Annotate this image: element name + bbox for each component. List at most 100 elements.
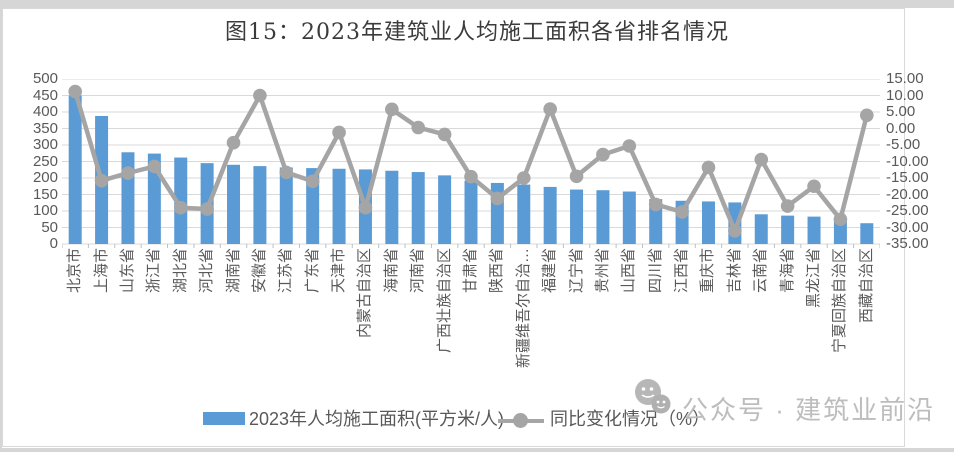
line-marker-浙江省 <box>147 159 162 174</box>
bar-青海省 <box>781 215 795 244</box>
x-axis-label-上海市: 上海市 <box>92 248 110 294</box>
bar-西藏自治区 <box>860 223 874 244</box>
x-axis-label-广西壮族自治区: 广西壮族自治区 <box>435 248 453 354</box>
bar-河南省 <box>411 172 425 244</box>
x-axis-label-河北省: 河北省 <box>198 248 216 294</box>
line-marker-甘肃省 <box>464 169 478 184</box>
x-axis-label-辽宁省: 辽宁省 <box>567 248 585 294</box>
line-marker-辽宁省 <box>569 169 584 184</box>
bar-湖北省 <box>174 157 188 244</box>
left-axis-tick-50: 50 <box>41 218 58 236</box>
left-axis-tick-300: 300 <box>32 136 58 153</box>
line-marker-四川省 <box>648 197 663 212</box>
x-axis-label-山东省: 山东省 <box>118 248 136 294</box>
x-axis-label-安徽省: 安徽省 <box>250 248 268 294</box>
left-axis-tick-400: 400 <box>32 103 58 120</box>
right-axis-tick--5.00: -5.00 <box>886 136 921 153</box>
line-marker-陕西省 <box>490 191 505 206</box>
right-axis-tick--20.00: -20.00 <box>886 185 929 203</box>
line-marker-山东省 <box>121 166 135 180</box>
x-axis-label-广东省: 广东省 <box>303 248 321 294</box>
left-axis-tick-100: 100 <box>32 202 58 219</box>
x-axis-label-北京市: 北京市 <box>66 248 84 294</box>
legend-label-bar: 2023年人均施工面积(平方米/人) <box>249 409 505 429</box>
x-axis-label-河南省: 河南省 <box>409 248 427 294</box>
x-axis-label-江苏省: 江苏省 <box>277 248 295 294</box>
x-axis-label-内蒙古自治区: 内蒙古自治区 <box>356 248 374 339</box>
line-marker-河南省 <box>411 120 426 135</box>
bar-山东省 <box>121 152 135 244</box>
line-marker-西藏自治区 <box>860 108 874 123</box>
line-marker-安徽省 <box>253 88 267 103</box>
page-top-strip <box>0 0 954 8</box>
line-marker-广西壮族自治区 <box>437 127 452 142</box>
line-marker-江苏省 <box>279 165 294 180</box>
x-axis-label-宁夏回族自治区: 宁夏回族自治区 <box>831 248 849 354</box>
right-axis-tick--10.00: -10.00 <box>886 152 929 170</box>
bar-海南省 <box>385 170 399 244</box>
bar-辽宁省 <box>570 189 584 244</box>
x-axis-label-江西省: 江西省 <box>673 248 691 294</box>
left-axis-tick-200: 200 <box>32 169 58 186</box>
bar-云南省 <box>754 214 768 244</box>
x-axis-label-西藏自治区: 西藏自治区 <box>857 248 875 324</box>
right-axis-tick-5.00: 5.00 <box>886 103 916 120</box>
x-axis-label-四川省: 四川省 <box>646 248 664 294</box>
page-bottom-strip <box>0 448 954 452</box>
bar-甘肃省 <box>464 180 478 244</box>
line-marker-新疆维吾尔自治… <box>516 171 531 185</box>
line-marker-黑龙江省 <box>807 179 821 194</box>
plot-area <box>62 79 880 248</box>
left-axis-tick-250: 250 <box>32 152 58 170</box>
x-axis-label-重庆市: 重庆市 <box>699 248 717 294</box>
x-axis-label-陕西省: 陕西省 <box>488 248 506 294</box>
line-marker-天津市 <box>332 125 346 140</box>
page-left-strip <box>0 8 2 448</box>
x-axis-label-天津市: 天津市 <box>330 248 348 294</box>
bar-湖南省 <box>227 164 241 244</box>
line-marker-江西省 <box>675 205 689 219</box>
x-axis-label-贵州省: 贵州省 <box>593 248 611 294</box>
chart-title: 图15：2023年建筑业人均施工面积各省排名情况 <box>225 20 729 45</box>
legend-bar-swatch <box>203 412 245 425</box>
legend-line-marker <box>513 413 528 428</box>
bar-安徽省 <box>253 166 267 244</box>
line-marker-云南省 <box>754 152 769 167</box>
line-marker-海南省 <box>385 102 399 117</box>
bar-重庆市 <box>701 201 715 244</box>
line-marker-青海省 <box>780 199 795 213</box>
right-axis-tick-10.00: 10.00 <box>886 86 924 104</box>
right-axis-tick--35.00: -35.00 <box>886 235 929 252</box>
line-marker-河北省 <box>200 202 214 216</box>
x-axis-label-山西省: 山西省 <box>620 248 638 294</box>
line-marker-宁夏回族自治区 <box>833 212 848 227</box>
line-marker-广东省 <box>305 174 320 189</box>
x-axis-label-浙江省: 浙江省 <box>145 248 163 294</box>
x-axis-label-黑龙江省: 黑龙江省 <box>805 248 823 309</box>
bar-黑龙江省 <box>807 216 821 244</box>
x-axis-label-湖南省: 湖南省 <box>224 248 242 294</box>
left-axis-tick-450: 450 <box>32 86 58 104</box>
bar-福建省 <box>543 186 557 244</box>
bar-天津市 <box>332 168 346 244</box>
line-marker-贵州省 <box>596 147 610 162</box>
left-axis-tick-350: 350 <box>32 119 58 137</box>
right-axis-tick-0.00: 0.00 <box>886 119 916 137</box>
line-marker-福建省 <box>543 102 557 116</box>
bar-山西省 <box>622 191 636 244</box>
right-axis-tick--15.00: -15.00 <box>886 169 929 186</box>
x-axis-label-青海省: 青海省 <box>778 248 796 294</box>
bar-浙江省 <box>147 153 161 244</box>
x-axis-label-云南省: 云南省 <box>752 248 770 294</box>
right-axis-tick--25.00: -25.00 <box>886 202 929 219</box>
left-axis-tick-150: 150 <box>32 185 58 203</box>
x-axis-label-吉林省: 吉林省 <box>725 248 743 294</box>
line-marker-吉林省 <box>728 224 742 238</box>
right-axis-tick-15.00: 15.00 <box>886 70 924 87</box>
left-axis-tick-0: 0 <box>49 235 58 252</box>
line-marker-湖北省 <box>173 200 188 215</box>
x-axis-label-福建省: 福建省 <box>541 248 559 294</box>
bar-新疆维吾尔自治… <box>517 184 531 244</box>
x-axis-label-海南省: 海南省 <box>382 248 400 294</box>
